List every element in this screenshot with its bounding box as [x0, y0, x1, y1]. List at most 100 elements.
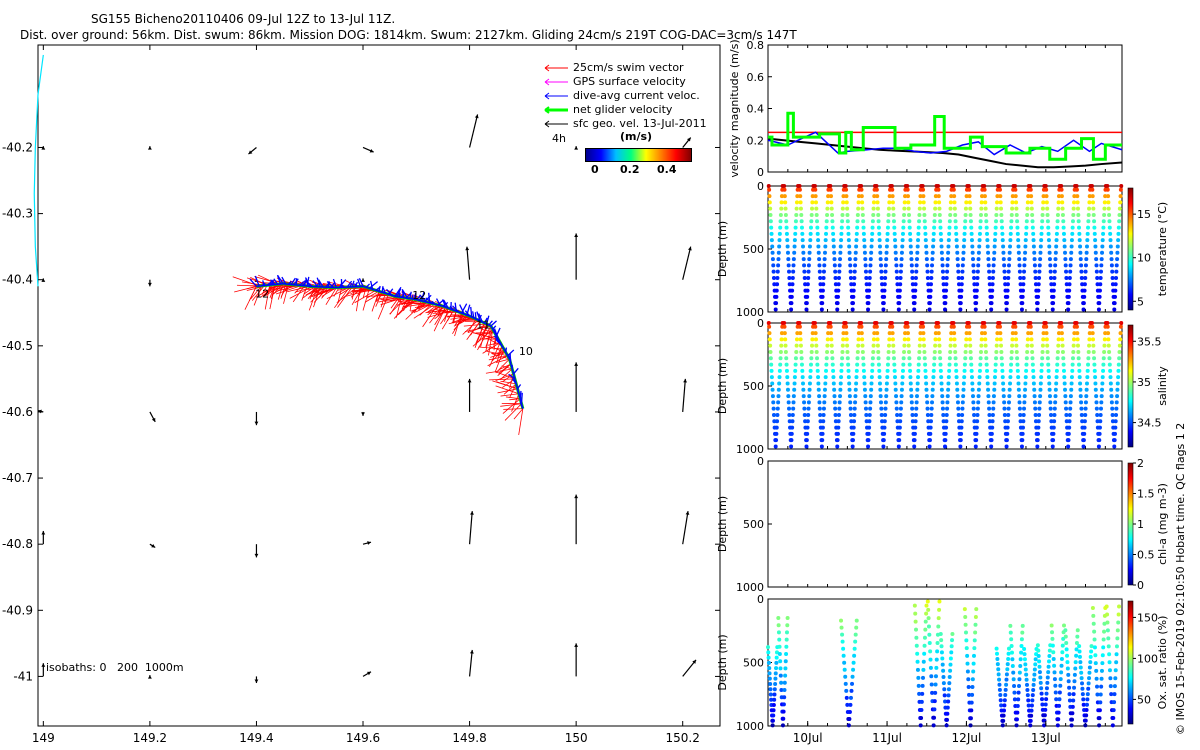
colorbar-label-0: temperature (°C)	[1156, 202, 1169, 296]
profile-point	[984, 225, 989, 230]
profile-point	[1063, 400, 1068, 405]
profile-point	[1014, 337, 1019, 342]
sfc-vector-head-14	[38, 409, 42, 414]
profile-point	[1075, 628, 1080, 633]
profile-point	[1012, 683, 1017, 688]
profile-point	[936, 331, 941, 336]
profile-point	[985, 231, 990, 236]
profile-point	[977, 238, 982, 243]
profile-point	[928, 294, 933, 299]
profile-point	[1098, 419, 1103, 424]
profile-point	[882, 288, 887, 293]
profile-point	[1102, 629, 1107, 634]
profile-point	[990, 412, 995, 417]
profile-point	[930, 387, 935, 392]
swim-vector	[470, 320, 481, 336]
dac-vector	[454, 302, 457, 312]
profile-point	[824, 368, 829, 373]
profile-point	[972, 419, 977, 424]
dac-vector	[490, 320, 497, 327]
profile-point	[1075, 331, 1080, 336]
profile-point	[810, 194, 815, 199]
profile-point	[924, 244, 929, 249]
depth-panel-frame-0	[767, 185, 1123, 313]
profile-point	[1115, 387, 1120, 392]
profile-point	[1076, 212, 1081, 217]
profile-point	[886, 356, 891, 361]
profile-point	[1031, 688, 1036, 693]
profile-point	[901, 225, 906, 230]
profile-point	[812, 184, 817, 188]
profile-point	[956, 275, 961, 280]
profile-point	[767, 324, 772, 329]
profile-point	[822, 257, 827, 262]
profile-point	[823, 238, 828, 243]
profile-point	[917, 219, 922, 224]
profile-point	[1052, 412, 1057, 417]
profile-point	[945, 263, 950, 268]
profile-point	[1052, 406, 1057, 411]
profile-point	[945, 406, 950, 411]
swim-vector	[419, 303, 433, 316]
profile-point	[1070, 704, 1075, 709]
profile-point	[1061, 636, 1066, 641]
profile-point	[1004, 672, 1009, 677]
profile-point	[890, 331, 895, 336]
profile-point	[909, 263, 914, 268]
profile-point	[1013, 187, 1018, 192]
profile-point	[993, 368, 998, 373]
profile-point	[848, 269, 853, 274]
dac-vector	[486, 315, 490, 325]
colorbar-label-2: chl-a (mg m-3)	[1156, 483, 1169, 565]
profile-point	[994, 219, 999, 224]
profile-point	[937, 607, 942, 612]
profile-point	[1026, 331, 1031, 336]
profile-point	[824, 362, 829, 367]
profile-point	[851, 288, 856, 293]
profile-point	[797, 324, 802, 329]
profile-point	[806, 269, 811, 274]
profile-point	[1071, 343, 1076, 348]
profile-point	[1062, 623, 1067, 628]
profile-point	[1003, 282, 1008, 287]
profile-point	[1087, 200, 1092, 205]
profile-point	[790, 425, 795, 430]
sfc-vector-head-31	[367, 671, 372, 676]
profile-point	[866, 444, 871, 449]
profile-point	[791, 406, 796, 411]
profile-point	[845, 356, 850, 361]
profile-point	[1045, 675, 1050, 680]
profile-point	[845, 702, 850, 707]
depth-tick-label-2-1: 500	[743, 518, 764, 531]
profile-point	[1056, 337, 1061, 342]
profile-point	[847, 709, 852, 714]
profile-point	[954, 368, 959, 373]
profile-point	[1069, 717, 1074, 722]
profile-point	[1060, 643, 1065, 648]
profile-point	[1003, 693, 1008, 698]
profile-point	[913, 288, 918, 293]
profile-point	[1052, 269, 1057, 274]
profile-point	[1014, 723, 1019, 728]
profile-point	[854, 368, 859, 373]
profile-point	[1047, 659, 1052, 664]
profile-point	[1040, 702, 1045, 707]
profile-point	[887, 194, 892, 199]
profile-point	[1118, 187, 1123, 192]
profile-point	[878, 250, 883, 255]
profile-point	[852, 412, 857, 417]
profile-point	[845, 349, 850, 354]
profile-point	[1082, 294, 1087, 299]
profile-point	[819, 444, 824, 449]
swim-vector	[308, 286, 319, 311]
vel-y-tick-label-4: 0.8	[747, 39, 765, 52]
profile-point	[833, 282, 838, 287]
profile-point	[777, 368, 782, 373]
profile-point	[843, 674, 848, 679]
profile-point	[789, 431, 794, 436]
profile-point	[915, 387, 920, 392]
profile-point	[1109, 394, 1114, 399]
profile-point	[993, 225, 998, 230]
profile-point	[916, 368, 921, 373]
profile-point	[939, 381, 944, 386]
